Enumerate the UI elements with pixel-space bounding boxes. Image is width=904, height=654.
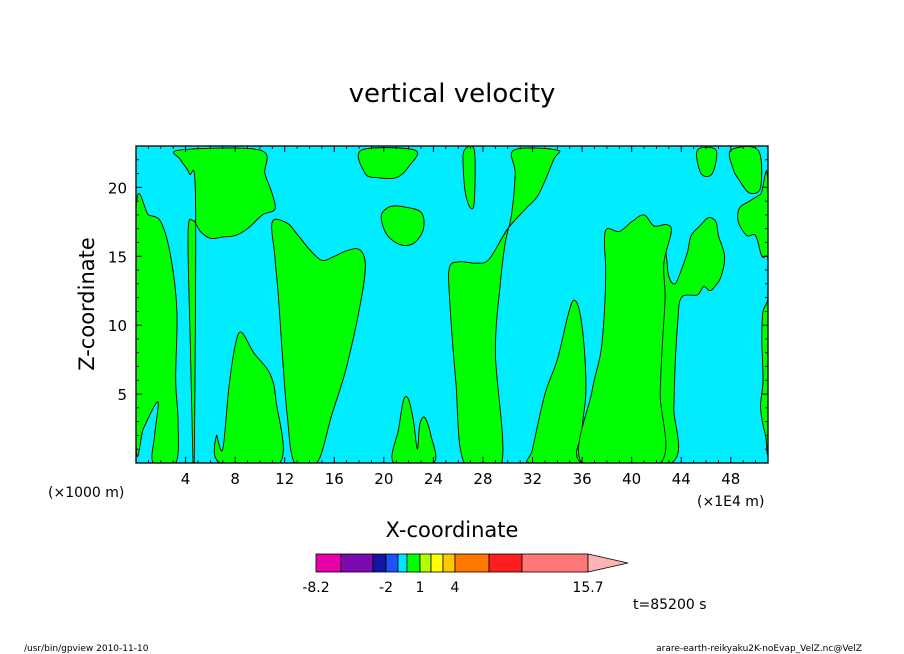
contour-region-updraft-14 [728,146,763,194]
y-axis-ticks: 5 10 15 20 [108,145,768,450]
contour-region-updraft-3 [213,331,284,463]
colorbar-segment [454,553,490,573]
y-tick-label: 10 [108,317,127,335]
colorbar-segment [385,553,399,573]
colorbar-segment [488,553,523,573]
y-axis-title: Z-coordinate [75,237,99,371]
contour-region-updraft-6 [380,205,425,246]
colorbar-segment [442,553,456,573]
contour-region-updraft-4 [271,218,366,463]
x-tick-label: 40 [622,470,641,488]
y-tick-label: 5 [117,386,127,404]
colorbar-ticks: -8.2 -2 1 4 15.7 [302,580,603,596]
chart-title: vertical velocity [349,79,556,109]
footer-right: arare-earth-reikyaku2K-noEvap_VelZ.nc@Ve… [656,644,862,654]
contour-region-updraft-1 [136,193,179,463]
contour-region-updraft-10 [526,299,587,463]
x-tick-label: 44 [672,470,691,488]
x-tick-label: 24 [424,470,443,488]
contour-region-updraft-2 [173,147,276,463]
colorbar-segment [521,553,589,573]
colorbar-segment [372,553,387,573]
colorbar-arrow [587,553,629,573]
x-tick-label: 28 [473,470,492,488]
plot-frame [135,145,769,464]
colorbar-segment [406,553,421,573]
colorbar-tick-label: 4 [451,580,460,596]
time-label: t=85200 s [633,597,707,613]
contour-region-updraft-12 [577,214,672,463]
y-tick-label: 20 [108,179,127,197]
contour-region-updraft-7 [391,395,437,463]
colorbar-tick-label: 1 [416,580,425,596]
footer-left: /usr/bin/gpview 2010-11-10 [24,644,149,654]
x-axis-ticks: 4 8 12 16 20 24 28 32 36 40 44 48 [147,146,769,488]
x-tick-label: 48 [721,470,740,488]
x-tick-label: 8 [230,470,240,488]
colorbar-tick-label: -2 [379,580,393,596]
x-tick-label: 16 [325,470,344,488]
colorbar-segment [397,553,408,573]
colorbar-tick-label: -8.2 [302,580,329,596]
x-tick-label: 32 [523,470,542,488]
contour-region-updraft-8 [462,146,476,210]
y-tick-label: 15 [108,248,127,266]
x-tick-label: 4 [181,470,191,488]
contour-region-updraft-5 [357,147,419,180]
colorbar [315,553,629,573]
x-unit-left: (×1000 m) [48,485,124,501]
x-tick-label: 20 [374,470,393,488]
colorbar-segment [430,553,444,573]
x-tick-label: 36 [573,470,592,488]
contour-region-updraft-13 [696,146,718,177]
colorbar-segment [419,553,432,573]
contour-region-updraft-15 [737,170,768,456]
x-unit-right: (×1E4 m) [697,494,764,510]
colorbar-segment [340,553,374,573]
x-axis-title: X-coordinate [386,518,519,542]
colorbar-segment [315,553,342,573]
colorbar-tick-label: 15.7 [572,580,603,596]
x-tick-label: 12 [275,470,294,488]
